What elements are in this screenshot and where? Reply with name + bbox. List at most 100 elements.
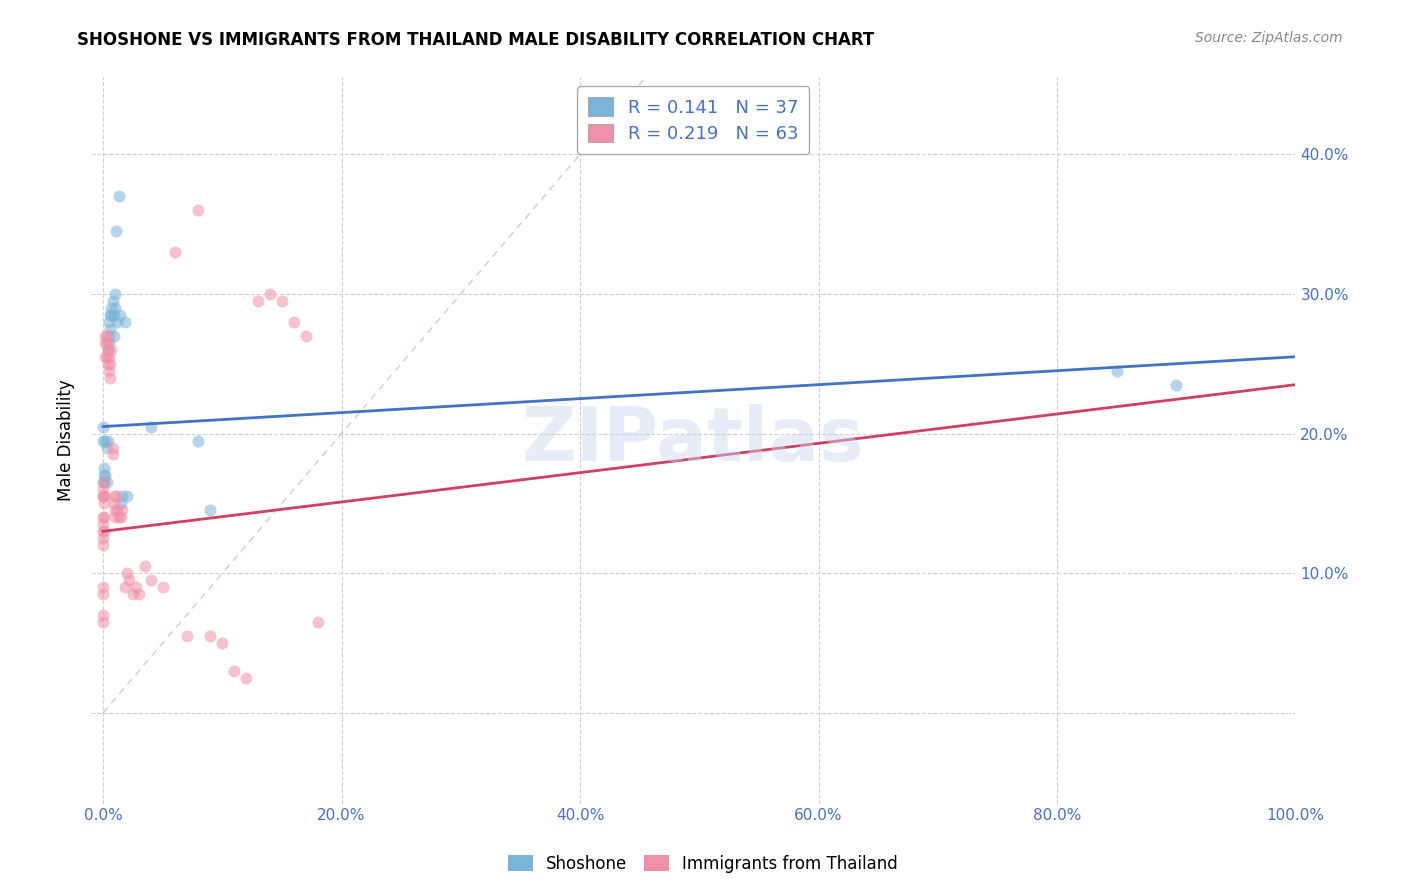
Point: [111, 503, 134, 517]
Point: [91, 615, 114, 629]
Point: [96, 441, 118, 455]
Point: [224, 664, 246, 678]
Point: [94, 434, 117, 448]
Point: [105, 503, 128, 517]
Point: [1166, 377, 1188, 392]
Point: [93, 475, 115, 490]
Point: [1105, 364, 1128, 378]
Point: [163, 245, 186, 260]
Point: [103, 308, 125, 322]
Point: [111, 489, 134, 503]
Point: [91, 587, 114, 601]
Point: [107, 189, 129, 203]
Point: [103, 328, 125, 343]
Point: [104, 503, 127, 517]
Point: [115, 489, 138, 503]
Point: [283, 315, 305, 329]
Point: [139, 419, 162, 434]
Point: [101, 448, 124, 462]
Point: [98, 335, 121, 350]
Point: [105, 315, 128, 329]
Point: [98, 308, 121, 322]
Point: [122, 587, 145, 601]
Point: [152, 580, 174, 594]
Y-axis label: Male Disability: Male Disability: [58, 380, 75, 501]
Point: [93, 489, 115, 503]
Point: [139, 573, 162, 587]
Point: [103, 489, 125, 503]
Point: [97, 357, 120, 371]
Point: [103, 496, 125, 510]
Point: [96, 335, 118, 350]
Point: [176, 629, 198, 643]
Point: [91, 475, 114, 490]
Point: [93, 510, 115, 524]
Point: [104, 301, 127, 315]
Point: [110, 496, 132, 510]
Point: [98, 370, 121, 384]
Point: [104, 510, 127, 524]
Point: [93, 496, 115, 510]
Point: [235, 671, 257, 685]
Point: [91, 580, 114, 594]
Point: [118, 573, 141, 587]
Point: [110, 510, 132, 524]
Point: [94, 335, 117, 350]
Point: [307, 615, 329, 629]
Point: [98, 328, 121, 343]
Point: [100, 301, 122, 315]
Point: [98, 315, 121, 329]
Point: [125, 580, 148, 594]
Point: [91, 489, 114, 503]
Point: [114, 315, 136, 329]
Point: [91, 538, 114, 552]
Point: [97, 343, 120, 357]
Point: [93, 524, 115, 539]
Point: [91, 419, 114, 434]
Point: [108, 308, 131, 322]
Point: [91, 483, 114, 497]
Point: [200, 629, 222, 643]
Point: [101, 441, 124, 455]
Legend: R = 0.141   N = 37, R = 0.219   N = 63: R = 0.141 N = 37, R = 0.219 N = 63: [578, 87, 810, 154]
Point: [94, 468, 117, 483]
Point: [94, 350, 117, 364]
Point: [91, 489, 114, 503]
Point: [100, 343, 122, 357]
Text: SHOSHONE VS IMMIGRANTS FROM THAILAND MALE DISABILITY CORRELATION CHART: SHOSHONE VS IMMIGRANTS FROM THAILAND MAL…: [77, 31, 875, 49]
Point: [91, 524, 114, 539]
Text: Source: ZipAtlas.com: Source: ZipAtlas.com: [1195, 31, 1343, 45]
Point: [101, 293, 124, 308]
Point: [259, 286, 281, 301]
Point: [200, 503, 222, 517]
Legend: Shoshone, Immigrants from Thailand: Shoshone, Immigrants from Thailand: [501, 848, 905, 880]
Point: [211, 636, 233, 650]
Point: [187, 203, 209, 218]
Point: [96, 328, 118, 343]
Point: [91, 510, 114, 524]
Point: [104, 286, 127, 301]
Point: [98, 350, 121, 364]
Point: [97, 434, 120, 448]
Point: [93, 461, 115, 475]
Point: [247, 293, 270, 308]
Point: [91, 531, 114, 545]
Point: [98, 357, 121, 371]
Point: [98, 364, 121, 378]
Point: [114, 580, 136, 594]
Point: [105, 489, 128, 503]
Point: [294, 328, 316, 343]
Point: [271, 293, 294, 308]
Point: [100, 308, 122, 322]
Point: [93, 475, 115, 490]
Point: [91, 434, 114, 448]
Point: [115, 566, 138, 581]
Text: ZIPatlas: ZIPatlas: [522, 404, 865, 477]
Point: [107, 510, 129, 524]
Point: [128, 587, 150, 601]
Point: [105, 224, 128, 238]
Point: [93, 468, 115, 483]
Point: [94, 328, 117, 343]
Point: [96, 350, 118, 364]
Point: [187, 434, 209, 448]
